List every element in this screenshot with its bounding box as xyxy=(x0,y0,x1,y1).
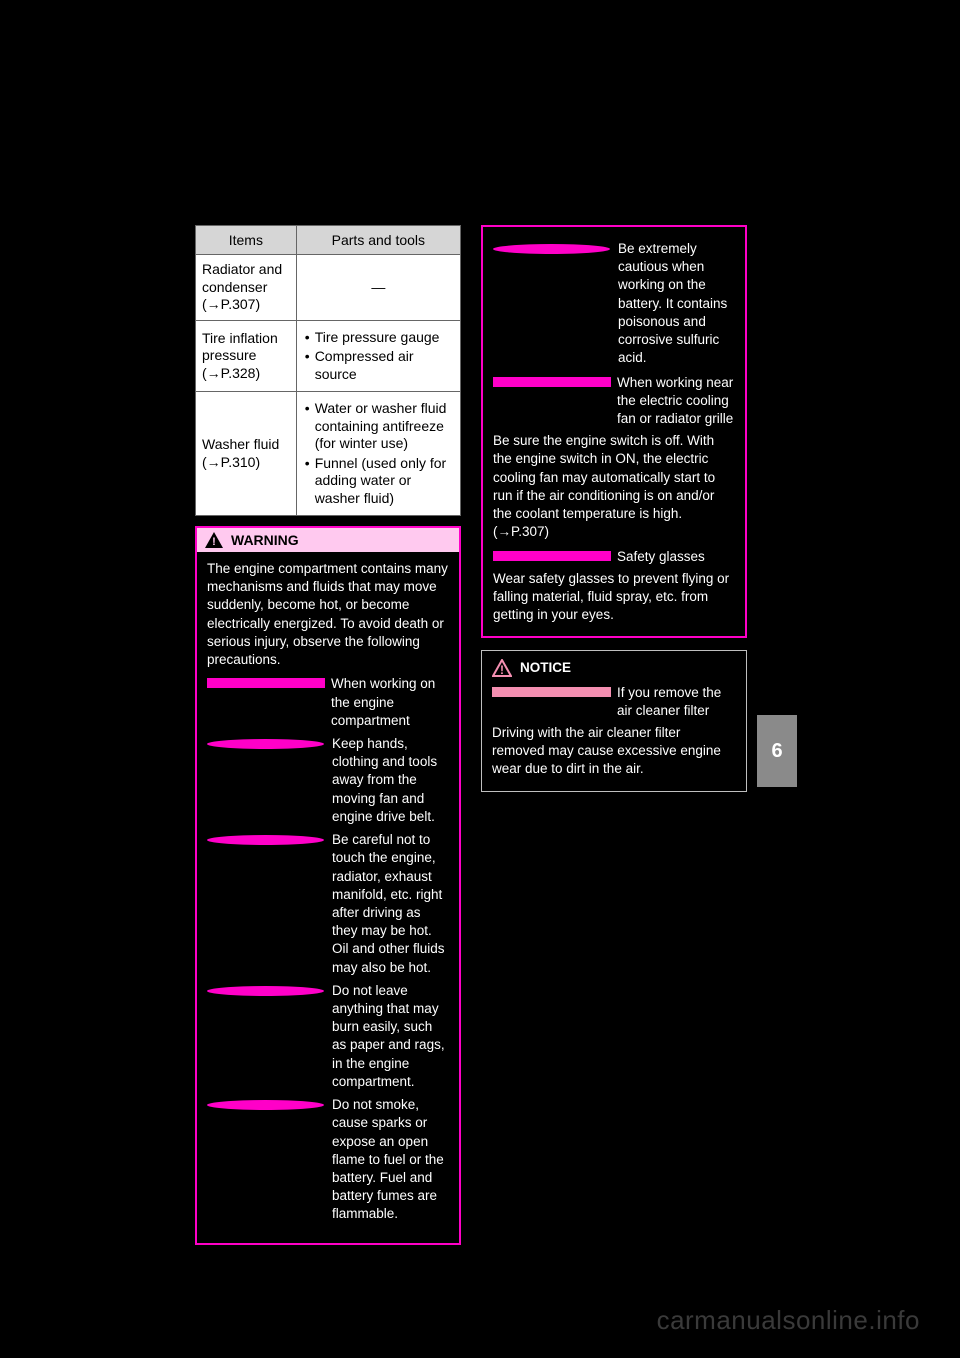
tool-item: Funnel (used only for adding water or wa… xyxy=(303,455,454,508)
warning-bullet-text: Do not smoke, cause sparks or expose an … xyxy=(332,1096,449,1224)
square-bullet-icon xyxy=(493,551,611,561)
tool-item: Compressed air source xyxy=(303,348,454,383)
manual-page: Items Parts and tools Radiator and conde… xyxy=(195,170,760,1135)
parts-and-tools-table: Items Parts and tools Radiator and conde… xyxy=(195,225,461,516)
right-column: Be extremely cautious when working on th… xyxy=(481,225,747,792)
warning-section-heading: When working on the engine compartment xyxy=(207,675,449,730)
notice-section-title: If you remove the air cleaner filter xyxy=(617,684,736,720)
warning-bullet: Be extremely cautious when working on th… xyxy=(493,240,735,368)
warning-section-body: Wear safety glasses to prevent flying or… xyxy=(493,570,735,625)
svg-text:!: ! xyxy=(500,663,504,677)
round-bullet-icon xyxy=(207,739,324,749)
tool-item: Water or washer fluid containing antifre… xyxy=(303,400,454,453)
warning-section-heading: When working near the electric cooling f… xyxy=(493,374,735,429)
round-bullet-icon xyxy=(207,986,324,996)
warning-body: The engine compartment contains many mec… xyxy=(197,552,459,1243)
notice-label: NOTICE xyxy=(520,659,571,677)
tools-cell: Water or washer fluid containing antifre… xyxy=(296,392,460,516)
warning-section-body: Be sure the engine switch is off. With t… xyxy=(493,432,735,541)
tool-item: Tire pressure gauge xyxy=(303,329,454,347)
notice-section-heading: If you remove the air cleaner filter xyxy=(492,684,736,720)
tools-cell: Tire pressure gauge Compressed air sourc… xyxy=(296,320,460,392)
item-cell: Washer fluid (→P.310) xyxy=(196,392,297,516)
round-bullet-icon xyxy=(493,244,610,254)
warning-label: WARNING xyxy=(231,532,299,548)
warning-bullet-text: Do not leave anything that may burn easi… xyxy=(332,982,449,1091)
col-header-items: Items xyxy=(196,226,297,255)
tools-cell: — xyxy=(296,255,460,321)
warning-bullet-text: Be careful not to touch the engine, radi… xyxy=(332,831,449,977)
warning-bullet-text: Be extremely cautious when working on th… xyxy=(618,240,735,368)
warning-box: ! WARNING The engine compartment contain… xyxy=(195,526,461,1245)
table-row: Radiator and condenser (→P.307) — xyxy=(196,255,461,321)
warning-bullet-text: Keep hands, clothing and tools away from… xyxy=(332,735,449,826)
notice-box: ! NOTICE If you remove the air cleaner f… xyxy=(481,650,747,791)
warning-section-title: When working on the engine compartment xyxy=(331,675,449,730)
left-column: Items Parts and tools Radiator and conde… xyxy=(195,225,461,1245)
item-cell: Radiator and condenser (→P.307) xyxy=(196,255,297,321)
round-bullet-icon xyxy=(207,835,324,845)
table-header-row: Items Parts and tools xyxy=(196,226,461,255)
warning-bullet: Keep hands, clothing and tools away from… xyxy=(207,735,449,826)
square-bullet-icon xyxy=(492,687,611,697)
svg-text:!: ! xyxy=(212,536,216,548)
warning-box-continued: Be extremely cautious when working on th… xyxy=(481,225,747,638)
chapter-tab: 6 xyxy=(757,715,797,787)
table-row: Washer fluid (→P.310) Water or washer fl… xyxy=(196,392,461,516)
warning-header: ! WARNING xyxy=(197,528,459,552)
watermark: carmanualsonline.info xyxy=(657,1305,920,1336)
square-bullet-icon xyxy=(493,377,611,387)
notice-header: ! NOTICE xyxy=(492,659,736,677)
warning-section-heading: Safety glasses xyxy=(493,548,735,566)
warning-section-title: When working near the electric cooling f… xyxy=(617,374,735,429)
table-row: Tire inflation pressure (→P.328) Tire pr… xyxy=(196,320,461,392)
warning-bullet: Do not smoke, cause sparks or expose an … xyxy=(207,1096,449,1224)
col-header-tools: Parts and tools xyxy=(296,226,460,255)
warning-section-title: Safety glasses xyxy=(617,548,735,566)
notice-triangle-icon: ! xyxy=(492,659,512,677)
round-bullet-icon xyxy=(207,1100,324,1110)
square-bullet-icon xyxy=(207,678,325,688)
warning-bullet: Do not leave anything that may burn easi… xyxy=(207,982,449,1091)
warning-triangle-icon: ! xyxy=(205,532,223,548)
warning-bullet: Be careful not to touch the engine, radi… xyxy=(207,831,449,977)
warning-intro: The engine compartment contains many mec… xyxy=(207,560,449,669)
item-cell: Tire inflation pressure (→P.328) xyxy=(196,320,297,392)
chapter-number: 6 xyxy=(771,740,782,763)
notice-body: Driving with the air cleaner filter remo… xyxy=(492,724,736,779)
